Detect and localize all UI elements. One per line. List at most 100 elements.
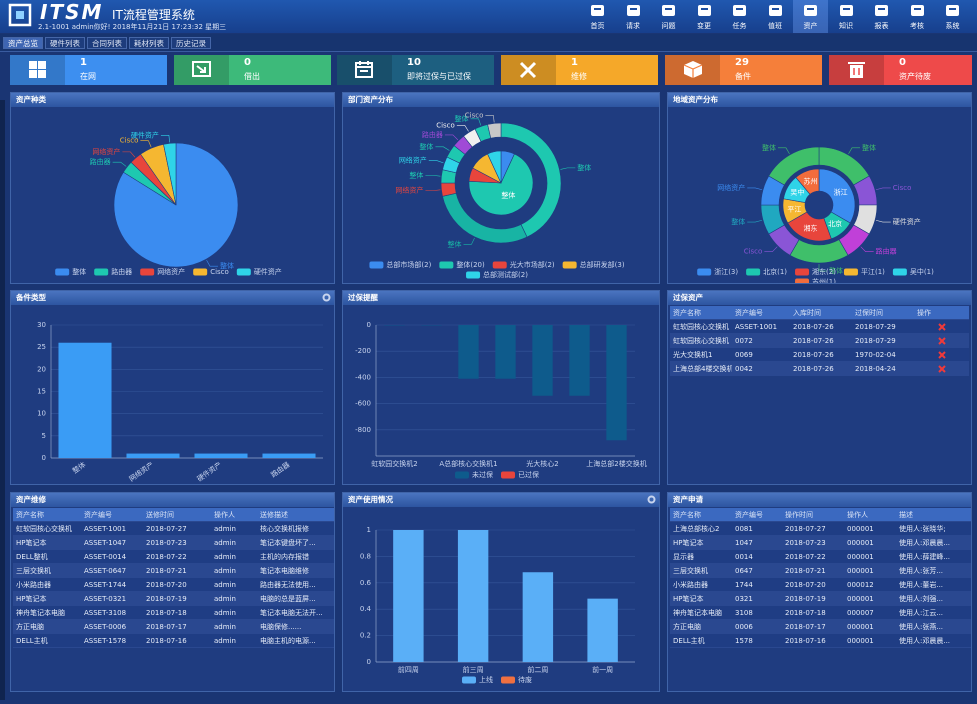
table-row[interactable]: 神舟笔记本电脑 ASSET-3108 2018-07-18 admin 笔记本电脑无法开… <box>13 605 334 620</box>
card-icon <box>192 61 211 77</box>
nav-item[interactable]: 值班 <box>758 0 793 33</box>
column-header: 操作人 <box>211 508 257 522</box>
tab[interactable]: 硬件列表 <box>45 37 85 49</box>
nav-item[interactable]: 系统 <box>935 0 970 33</box>
table-row[interactable]: DELL主机 ASSET-1578 2018-07-16 admin 电脑主机的电源..… <box>13 633 334 648</box>
table-row[interactable]: 虹软园核心交换机 ASSET-1001 2018-07-26 2018-07-29 <box>670 319 969 334</box>
icon-shape[interactable] <box>937 350 946 359</box>
table-cell: ASSET-1001 <box>81 521 143 536</box>
legend-item: 总部测试部(2) <box>466 270 528 279</box>
legend-swatch <box>492 261 507 269</box>
nav-icon <box>910 5 924 16</box>
tab[interactable]: 资产总览 <box>3 37 43 49</box>
slice-label: 整体 <box>501 190 515 199</box>
icon-shape[interactable] <box>937 364 946 373</box>
nav-item[interactable]: 任务 <box>722 0 757 33</box>
table-row[interactable]: DELL主机 1578 2018-07-16 000001 使用人:邓晨晨... <box>670 633 971 648</box>
table-row[interactable]: 方正电脑 0006 2018-07-17 000001 使用人:张燕... <box>670 619 971 634</box>
nav-item[interactable]: 知识 <box>829 0 864 33</box>
table-row[interactable]: 小米路由器 ASSET-1744 2018-07-20 admin 路由器无法使用... <box>13 577 334 592</box>
icon-shape <box>700 8 708 10</box>
table-cell: admin <box>211 633 257 648</box>
table-cell: 小米路由器 <box>13 577 81 592</box>
nav-item[interactable]: 问题 <box>651 0 686 33</box>
icon-shape <box>842 8 850 10</box>
x-tick-label: 前一周 <box>592 665 613 674</box>
tab[interactable]: 耗材列表 <box>129 37 169 49</box>
table-row[interactable]: 方正电脑 ASSET-0006 2018-07-17 admin 电脑保修...... <box>13 619 334 634</box>
nav-item[interactable]: 考核 <box>900 0 935 33</box>
table-row[interactable]: 三层交换机 0647 2018-07-21 000001 使用人:张芳... <box>670 563 971 578</box>
legend-label: 总部测试部(2) <box>483 270 528 279</box>
tab[interactable]: 历史记录 <box>171 37 211 49</box>
app-title: IT流程管理系统 <box>112 8 195 22</box>
panel: 资产申请 资产名称 资产编号 操作时间 操作人 描述 上海总部核心2 0081 2018-07-… <box>667 492 972 692</box>
table-cell: 笔记本电脑维修 <box>257 563 334 578</box>
nav-icon <box>839 5 853 16</box>
table-row[interactable]: 上海总部4楼交换机 0042 2018-07-26 2018-04-24 <box>670 361 969 376</box>
legend-swatch <box>94 268 109 276</box>
legend-item: 网络资产 <box>140 267 185 276</box>
table-row[interactable]: HP笔记本 ASSET-0321 2018-07-19 admin 电脑的总是蓝屏... <box>13 591 334 606</box>
card-icon <box>355 61 373 78</box>
nav-item[interactable]: 变更 <box>687 0 722 33</box>
legend-item: 湘东(2) <box>795 267 836 276</box>
bar <box>606 325 627 441</box>
slice-label: 整体 <box>455 114 469 123</box>
slice-label: Cisco <box>120 137 139 145</box>
table-row[interactable]: 三层交换机 ASSET-0647 2018-07-21 admin 笔记本电脑维修 <box>13 563 334 578</box>
column-header: 资产名称 <box>670 508 732 522</box>
table-cell: 2018-07-27 <box>782 521 844 536</box>
stat-card[interactable]: 0 资产待废 <box>829 55 972 85</box>
tab[interactable]: 合同列表 <box>87 37 127 49</box>
nav-item[interactable]: 报表 <box>864 0 899 33</box>
stat-card[interactable]: 1 维修 <box>501 55 658 85</box>
legend-item: 待废 <box>501 675 532 684</box>
stat-card[interactable]: 10 即将过保与已过保 <box>337 55 494 85</box>
table-row[interactable]: 上海总部核心2 0081 2018-07-27 000001 使用人:张晓华; <box>670 521 971 536</box>
icon-shape[interactable] <box>937 336 946 345</box>
table-cell: 2018-07-26 <box>790 347 852 362</box>
legend-swatch <box>55 268 70 276</box>
table-cell: ASSET-0014 <box>81 549 143 564</box>
x-tick-label: 虹软园交换机2 <box>371 459 417 468</box>
slice-label: 整体 <box>409 170 423 179</box>
table-cell: 路由器无法使用... <box>257 577 334 592</box>
table-row[interactable]: 神舟笔记本电脑 3108 2018-07-18 000007 使用人:江云... <box>670 605 971 620</box>
table-row[interactable]: DELL整机 ASSET-0014 2018-07-22 admin 主机的内存报错 <box>13 549 334 564</box>
slice-label: 整体 <box>731 217 745 226</box>
panel: 过保提醒 0 -200 -400 -600 -800 虹软园交换机2 A总部核心交换机1 光大核… <box>342 290 660 485</box>
icon-shape <box>839 5 853 16</box>
table-row[interactable]: 小米路由器 1744 2018-07-20 000012 使用人:董岩... <box>670 577 971 592</box>
y-tick-label: 0 <box>367 321 371 329</box>
slice-label: 整体 <box>220 261 234 270</box>
table-row[interactable]: HP笔记本 ASSET-1047 2018-07-23 admin 笔记本键盘坏了... <box>13 535 334 550</box>
icon-shape[interactable] <box>937 322 946 331</box>
column-header: 操作 <box>914 306 969 320</box>
stat-card[interactable]: 29 备件 <box>665 55 822 85</box>
slice-label: 整体 <box>577 163 591 172</box>
table-row[interactable]: HP笔记本 1047 2018-07-23 000001 使用人:邓晨晨... <box>670 535 971 550</box>
icon-shape <box>771 8 779 10</box>
y-tick-label: -600 <box>355 400 371 408</box>
table-cell: 2018-07-20 <box>143 577 211 592</box>
table-row[interactable]: 光大交换机1 0069 2018-07-26 1970-02-04 <box>670 347 969 362</box>
table-row[interactable]: 虹软园核心交换机 0072 2018-07-26 2018-07-29 <box>670 333 969 348</box>
nav-item[interactable]: 资产 <box>793 0 828 33</box>
stat-card[interactable]: 0 借出 <box>174 55 331 85</box>
nav-item[interactable]: 请求 <box>616 0 651 33</box>
table-row[interactable]: 虹软园核心交换机 ASSET-1001 2018-07-27 admin 核心交换机报修 <box>13 521 334 536</box>
table-cell: 0014 <box>732 549 782 564</box>
card-value: 29 <box>735 57 749 68</box>
icon-shape <box>913 8 921 10</box>
y-tick-label: 10 <box>37 410 46 418</box>
stat-card[interactable]: 1 在网 <box>10 55 167 85</box>
table-row[interactable]: 显示器 0014 2018-07-22 000001 使用人:薛建峰... <box>670 549 971 564</box>
icon-shape <box>768 5 782 16</box>
x-tick-label: 网络资产 <box>127 460 155 483</box>
y-tick-label: 0.6 <box>360 579 372 587</box>
nav-item[interactable]: 首页 <box>580 0 615 33</box>
table-cell: 2018-07-17 <box>782 619 844 634</box>
table-row[interactable]: HP笔记本 0321 2018-07-19 000001 使用人:刘强... <box>670 591 971 606</box>
